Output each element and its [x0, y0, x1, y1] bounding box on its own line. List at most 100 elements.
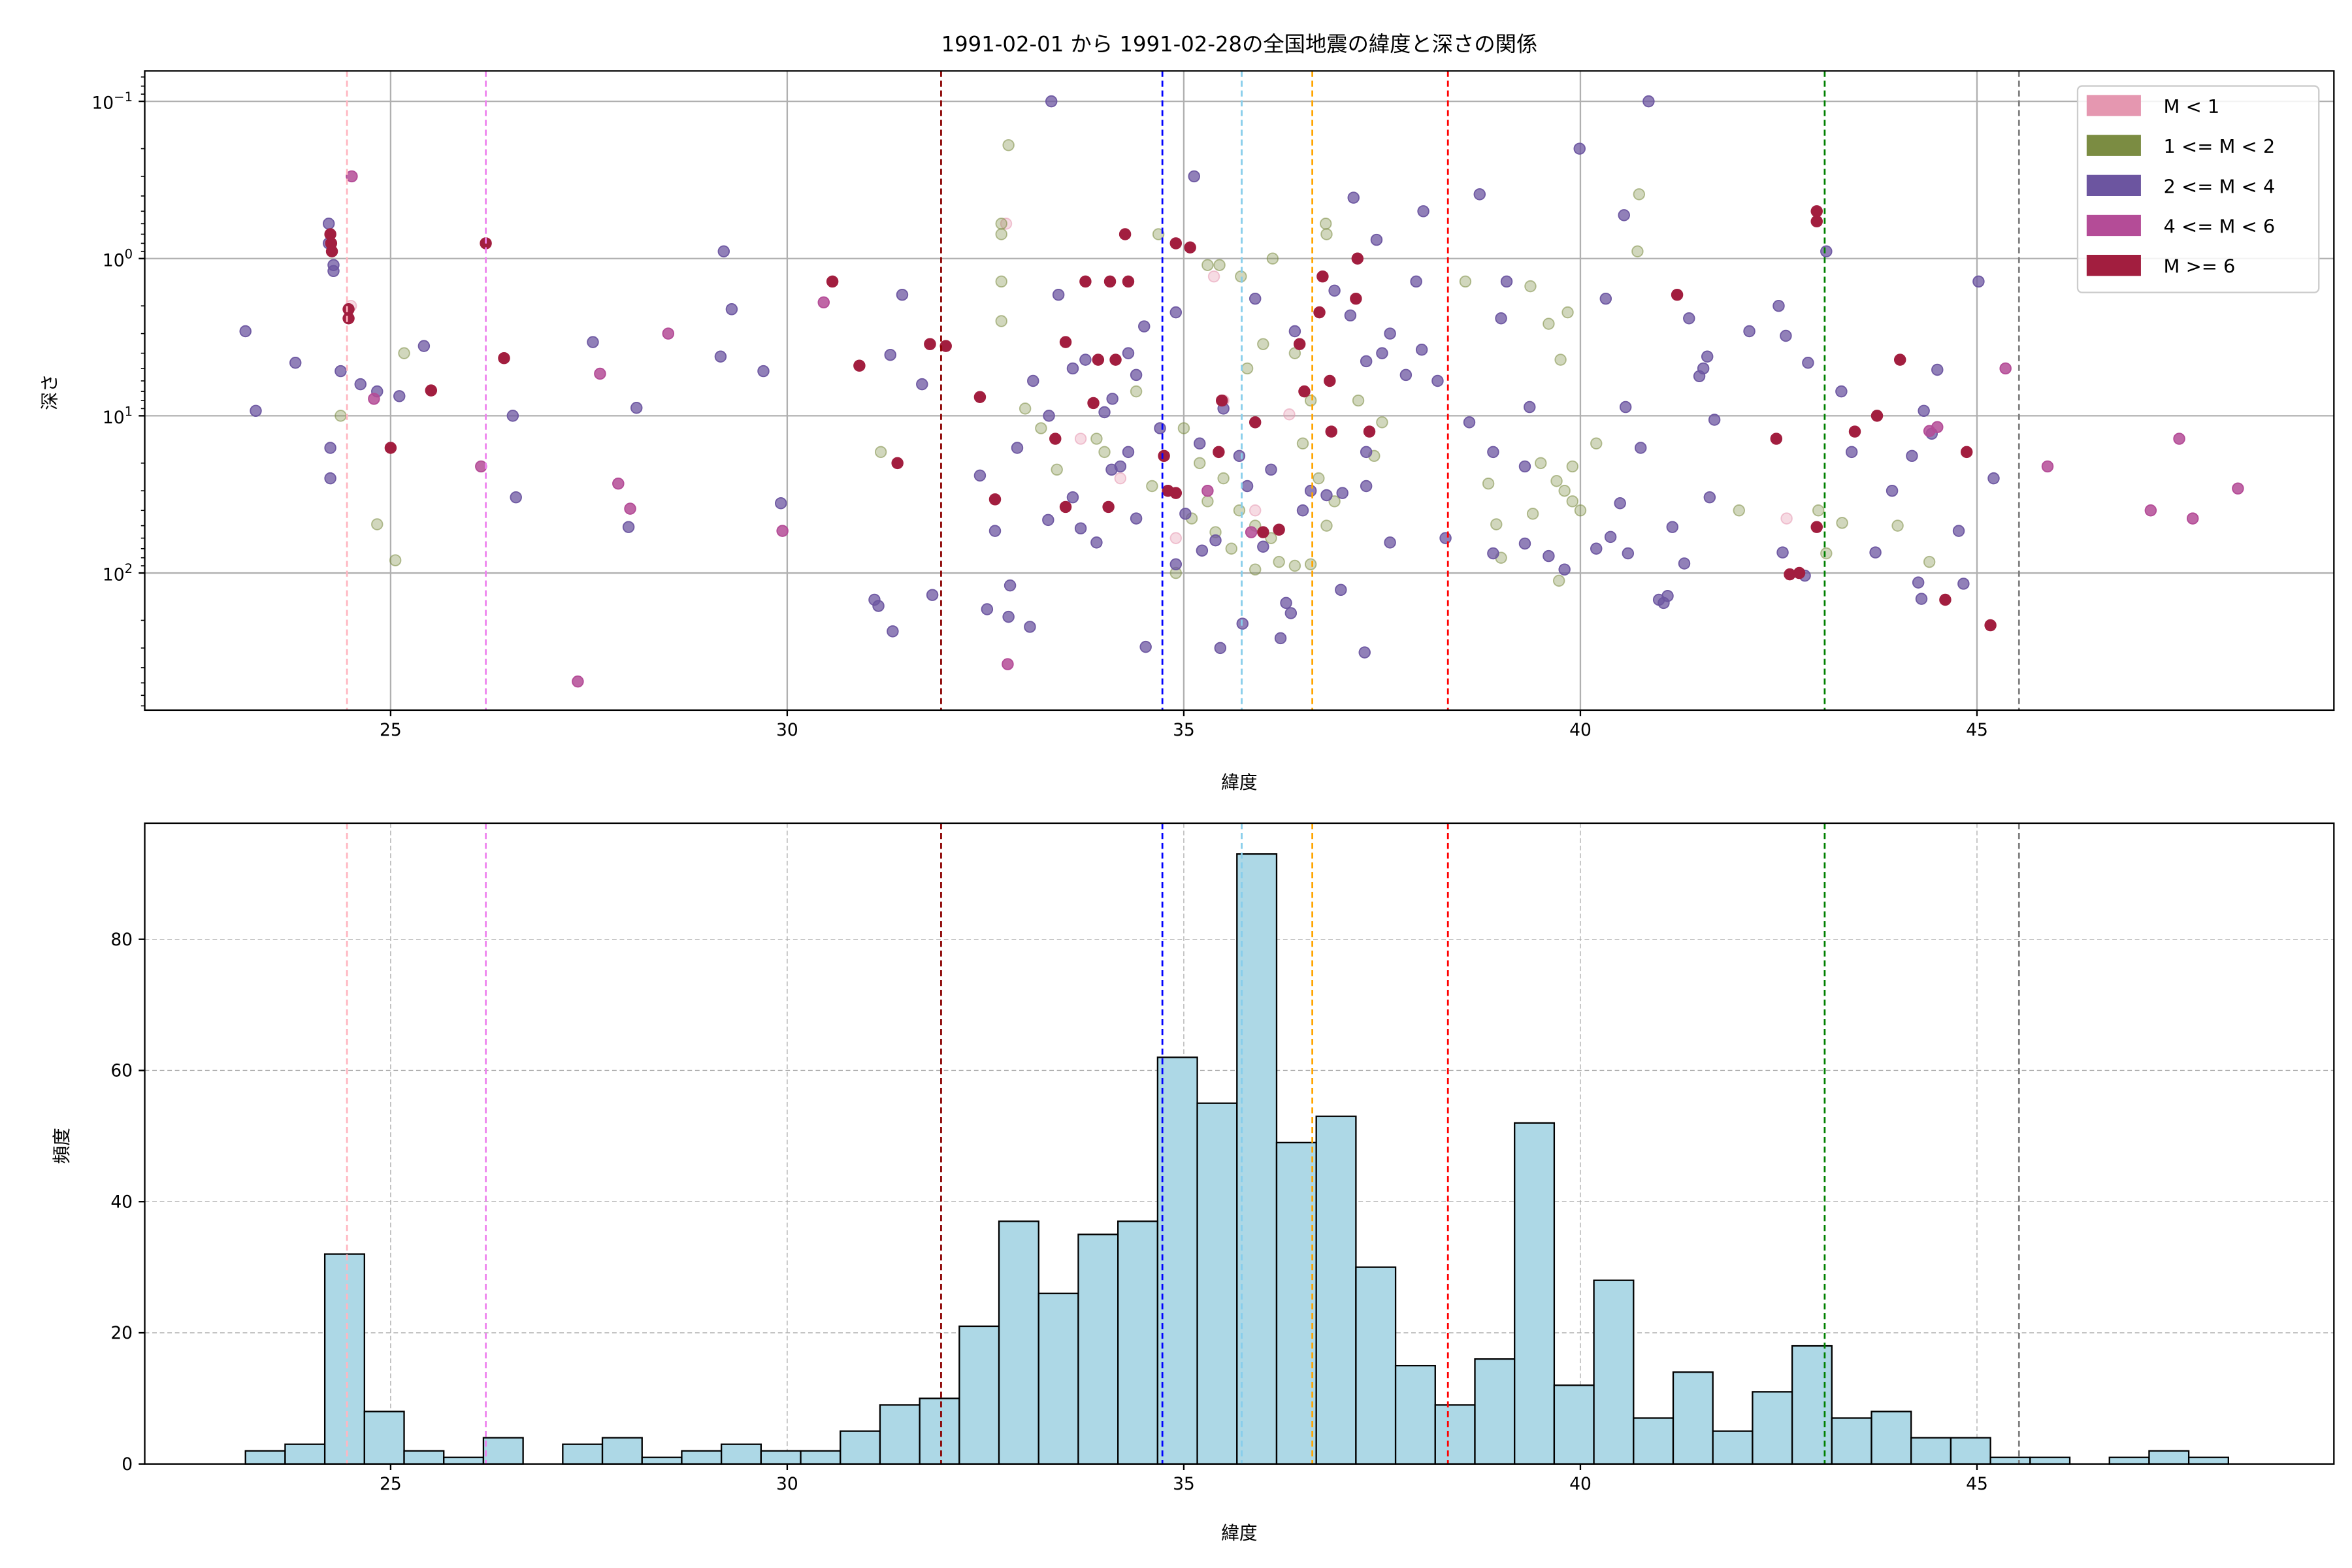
scatter-point	[1328, 284, 1341, 297]
scatter-point	[826, 275, 839, 288]
histogram-bar	[1236, 853, 1278, 1465]
scatter-point	[1074, 522, 1087, 534]
scatter-point	[1114, 460, 1127, 473]
y-tick-label: 100	[103, 247, 133, 271]
scatter-point	[1004, 579, 1017, 592]
scatter-point	[1052, 288, 1065, 301]
x-tick-label: 35	[1173, 1474, 1195, 1494]
scatter-point	[587, 336, 599, 348]
scatter-point	[1335, 583, 1347, 596]
scatter-point	[1288, 325, 1301, 338]
scatter-point	[250, 404, 262, 417]
scatter-point	[622, 521, 635, 533]
scatter-point	[924, 338, 936, 350]
scatter-point	[1869, 546, 1882, 559]
histogram-bar	[1712, 1430, 1754, 1465]
scatter-point	[1296, 437, 1309, 450]
y-tick-label: 60	[110, 1061, 133, 1081]
scatter-point	[1122, 275, 1135, 288]
scatter-point	[1683, 312, 1695, 325]
scatter-point	[2041, 460, 2054, 473]
scatter-point	[1049, 433, 1062, 445]
scatter-point	[2186, 512, 2199, 525]
scatter-point	[817, 296, 830, 309]
scatter-point	[1999, 362, 2012, 375]
scatter-point	[1931, 363, 1944, 376]
scatter-point	[322, 218, 335, 230]
scatter-point	[1316, 270, 1329, 283]
x-tick-label: 45	[1966, 720, 1988, 740]
scatter-point	[887, 625, 899, 638]
scatter-point	[1363, 425, 1376, 438]
scatter-point	[324, 472, 336, 485]
histogram-bar	[1315, 1115, 1357, 1465]
scatter-point	[335, 365, 347, 378]
scatter-point	[896, 288, 909, 301]
histogram-bar	[958, 1325, 1000, 1465]
scatter-point	[1304, 558, 1317, 570]
scatter-point	[1002, 658, 1014, 670]
scatter-point	[1848, 425, 1861, 438]
scatter-point	[1215, 394, 1228, 407]
scatter-point	[1320, 218, 1332, 230]
scatter-point	[1633, 188, 1646, 201]
plot-frame	[144, 822, 2335, 1465]
scatter-point	[1923, 425, 1936, 437]
scatter-point	[1249, 416, 1262, 429]
scatter-point	[1225, 542, 1238, 555]
scatter-point	[1960, 446, 1973, 459]
scatter-point	[1642, 95, 1655, 108]
scatter-point	[1618, 209, 1630, 221]
y-tick-label: 20	[110, 1323, 133, 1343]
histogram-bar	[720, 1443, 762, 1465]
scatter-point	[2173, 433, 2185, 445]
scatter-point	[1298, 385, 1311, 398]
histogram-bar	[403, 1450, 445, 1465]
histogram-bar	[1474, 1358, 1516, 1465]
histogram-bar	[2108, 1456, 2150, 1465]
scatter-point	[1535, 457, 1547, 470]
scatter-point	[1043, 410, 1055, 422]
scatter-point	[1634, 442, 1647, 454]
scatter-point	[1241, 480, 1254, 493]
scatter-point	[594, 367, 606, 380]
histogram-bar	[1077, 1233, 1119, 1465]
scatter-point	[988, 525, 1002, 537]
histogram-bar	[1434, 1404, 1476, 1465]
scatter-point	[1376, 416, 1388, 429]
scatter-point	[1518, 537, 1531, 550]
scatter-point	[1701, 350, 1714, 363]
scatter-point	[327, 265, 340, 278]
scatter-point	[1376, 347, 1388, 359]
scatter-point	[1090, 536, 1103, 549]
scatter-point	[1042, 514, 1054, 527]
scatter-point	[1360, 355, 1373, 368]
scatter-point	[1358, 646, 1371, 659]
scatter-point	[1487, 547, 1499, 560]
scatter-point	[1146, 480, 1158, 493]
x-tick-label: 30	[776, 1474, 798, 1494]
scatter-point	[1114, 472, 1127, 485]
histogram-bar	[1910, 1437, 1952, 1465]
scatter-point	[239, 325, 252, 338]
scatter-point	[1074, 433, 1087, 445]
y-tick-label: 80	[110, 930, 133, 950]
scatter-point	[1984, 619, 1997, 632]
scatter-point	[1233, 504, 1246, 517]
scatter-point	[2144, 504, 2157, 517]
scatter-point	[1266, 252, 1279, 265]
scatter-point	[995, 315, 1007, 327]
histogram-bar	[1752, 1391, 1793, 1465]
scatter-point	[2232, 482, 2244, 495]
scatter-point	[1207, 270, 1220, 283]
x-tick-label: 40	[1569, 1474, 1592, 1494]
scatter-point	[774, 497, 787, 510]
scatter-point	[1893, 353, 1906, 366]
histogram-bar	[1831, 1417, 1872, 1465]
x-tick-label: 25	[380, 1474, 402, 1494]
x-tick-label: 25	[380, 720, 402, 740]
legend-swatch	[2086, 174, 2141, 196]
scatter-point	[1328, 495, 1341, 508]
scatter-point	[1473, 188, 1486, 201]
